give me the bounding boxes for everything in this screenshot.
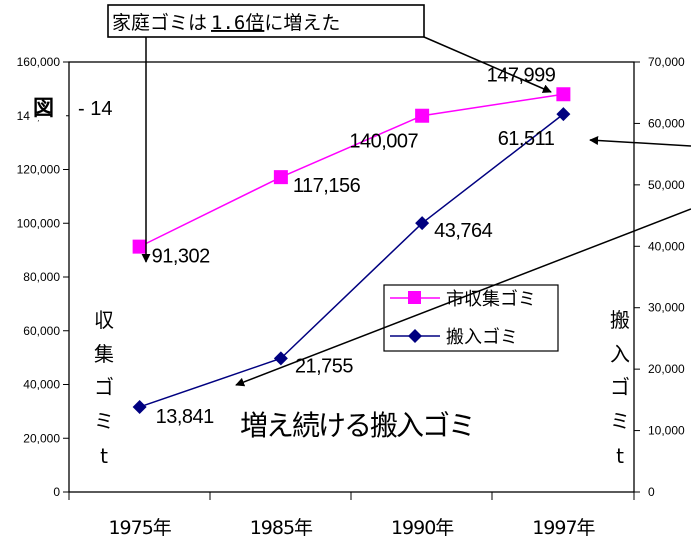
callout-box <box>107 4 425 38</box>
left-axis-tick-label: 160,000 <box>17 55 61 69</box>
legend-label-brought-in: 搬入ゴミ <box>446 327 518 348</box>
figure-label-bg <box>30 92 66 120</box>
right-axis-tick-label: 60,000 <box>648 116 685 130</box>
annotation-arrow-trend <box>235 208 691 387</box>
left-axis-tick-label: 0 <box>53 485 60 499</box>
data-point-brought-in <box>273 351 288 366</box>
data-label-collected: 91,302 <box>152 246 211 268</box>
data-point-brought-in <box>415 216 430 231</box>
callout-arrow-to-1997 <box>423 36 552 93</box>
x-axis-labels: 1975年 1985年 1990年 1997年 <box>108 517 596 539</box>
legend-entry-brought-in: 搬入ゴミ <box>390 327 518 348</box>
right-axis-tick-label: 70,000 <box>648 55 685 69</box>
legend-entry-collected: 市収集ゴミ <box>390 289 536 310</box>
data-point-collected <box>556 87 571 102</box>
figure-label-kanji: 図 <box>33 96 54 120</box>
data-label-brought-in: 61,511 <box>498 128 555 150</box>
annotation-arrow-61511 <box>589 135 691 147</box>
data-point-collected <box>415 108 430 123</box>
legend-label-collected: 市収集ゴミ <box>446 289 536 310</box>
left-axis-title-char: 収 <box>94 308 114 332</box>
data-point-collected <box>273 170 288 185</box>
series-line-brought-in <box>139 113 564 408</box>
right-axis-title-char: t <box>616 444 624 468</box>
left-axis: 0 20,000 40,000 60,000 80,000 100,000 120,000 1… <box>17 55 69 499</box>
right-axis-tick-label: 50,000 <box>648 178 685 192</box>
left-axis-tick-label: 120,000 <box>17 163 61 177</box>
callout: 家庭ゴミは 1.6倍に増えた <box>107 4 552 263</box>
x-axis-category-label: 1975年 <box>108 517 171 539</box>
callout-text-after: に増えた <box>264 12 340 34</box>
x-axis-ticks <box>68 492 635 500</box>
left-axis-tick-label: 40,000 <box>23 378 60 392</box>
data-label-collected: 147,999 <box>487 64 556 86</box>
data-label-collected: 117,156 <box>293 175 361 197</box>
right-axis-title: 搬 入 ゴ ミ t <box>610 308 630 468</box>
right-axis-tick-label: 30,000 <box>648 301 685 315</box>
data-point-collected <box>132 239 147 254</box>
data-label-brought-in: 21,755 <box>295 355 354 377</box>
legend-marker-diamond <box>408 329 422 343</box>
right-axis-title-char: ミ <box>610 409 630 433</box>
x-axis-category-label: 1997年 <box>532 517 595 539</box>
left-axis-tick-label: 20,000 <box>23 431 60 445</box>
right-axis-tick-label: 20,000 <box>648 362 685 376</box>
figure-label: 図 - 14 <box>30 92 112 120</box>
trend-annotation: 増え続ける搬入ゴミ <box>240 409 474 442</box>
x-axis-category-label: 1990年 <box>391 517 454 539</box>
figure-label-number: - 14 <box>78 98 112 120</box>
right-axis-tick-label: 10,000 <box>648 424 685 438</box>
left-axis-tick-label: 100,000 <box>17 216 61 230</box>
series-line-collected <box>139 93 564 248</box>
left-axis-tick-label: 60,000 <box>23 324 60 338</box>
right-axis-title-char: 搬 <box>610 308 630 332</box>
left-axis-title-char: 集 <box>94 342 114 366</box>
series-layer: 91,302 117,156 140,007 147,999 13,841 21,755 4… <box>132 64 571 428</box>
left-axis-title-char: ゴ <box>94 375 114 399</box>
right-axis-title-char: 入 <box>610 342 630 366</box>
right-axis: 0 10,000 20,000 30,000 40,000 50,000 60,000 70,… <box>634 55 685 499</box>
data-point-brought-in <box>556 107 571 122</box>
callout-text-underlined: 1.6倍 <box>211 12 264 34</box>
left-axis-title: 収 集 ゴ ミ t <box>94 308 114 468</box>
data-label-brought-in: 43,764 <box>434 220 493 242</box>
x-axis-category-label: 1985年 <box>250 517 313 539</box>
left-axis-title-char: ミ <box>94 409 114 433</box>
data-label-brought-in: 13,841 <box>156 406 215 428</box>
right-axis-title-char: ゴ <box>610 375 630 399</box>
data-point-brought-in <box>132 399 147 414</box>
right-axis-tick-label: 40,000 <box>648 239 685 253</box>
right-axis-tick-label: 0 <box>648 485 655 499</box>
left-axis-title-char: t <box>100 444 108 468</box>
data-label-collected: 140,007 <box>349 131 418 153</box>
callout-text-before: 家庭ゴミは <box>112 12 207 34</box>
legend-marker-square <box>408 291 421 304</box>
left-axis-tick-label: 80,000 <box>23 270 60 284</box>
callout-text: 家庭ゴミは 1.6倍に増えた <box>112 12 340 34</box>
legend: 市収集ゴミ 搬入ゴミ <box>383 284 559 352</box>
